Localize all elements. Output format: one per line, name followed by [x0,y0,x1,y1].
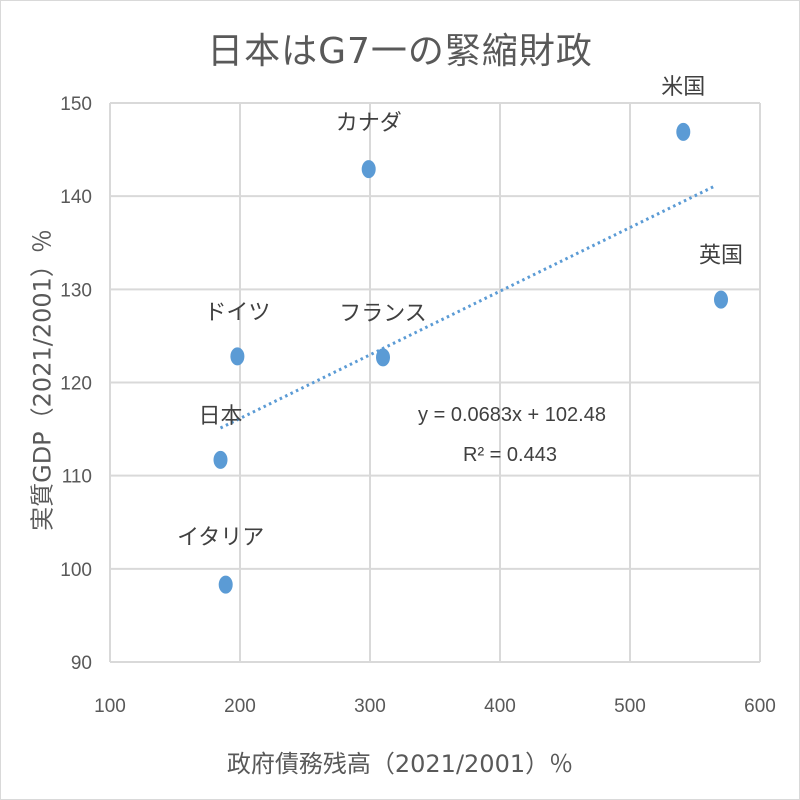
y-tick-label: 150 [60,94,92,115]
y-tick-label: 130 [60,280,92,301]
y-axis-label: 実質GDP（2021/2001）％ [28,229,57,531]
trendline [219,184,717,430]
x-tick-label: 200 [224,696,256,717]
data-point[interactable] [230,347,245,366]
point-label: 米国 [661,75,705,100]
x-axis-label: 政府債務残高（2021/2001）％ [226,750,574,778]
data-point[interactable] [714,290,728,309]
point-label: イタリア [177,526,264,551]
point-label: ドイツ [204,300,270,325]
data-points [213,122,728,594]
x-tick-label: 300 [354,696,386,717]
trendline-equation: y = 0.0683x + 102.48 [418,404,606,426]
point-label: カナダ [336,111,402,136]
y-tick-label: 120 [60,374,92,395]
x-tick-label: 400 [484,696,516,717]
point-label: 英国 [699,244,743,269]
chart-title: 日本はG7一の緊縮財政 [207,31,593,72]
data-point[interactable] [676,122,691,141]
y-tick-label: 140 [60,187,92,208]
x-tick-label: 500 [614,696,646,717]
data-point[interactable] [213,450,228,469]
y-tick-label: 100 [60,560,92,581]
axis-ticks: 100 200 300 400 500 600 90 100 110 120 130 140 150 [60,94,776,717]
r-squared-label: R² = 0.443 [463,444,557,466]
gridlines [109,102,761,663]
x-tick-label: 600 [744,696,776,717]
point-label: 日本 [198,404,242,429]
x-tick-label: 100 [94,696,126,717]
y-tick-label: 110 [62,467,92,488]
point-label: フランス [339,301,427,326]
y-tick-label: 90 [71,653,92,674]
data-point[interactable] [376,348,390,367]
data-point[interactable] [218,575,233,594]
data-point[interactable] [361,160,376,179]
